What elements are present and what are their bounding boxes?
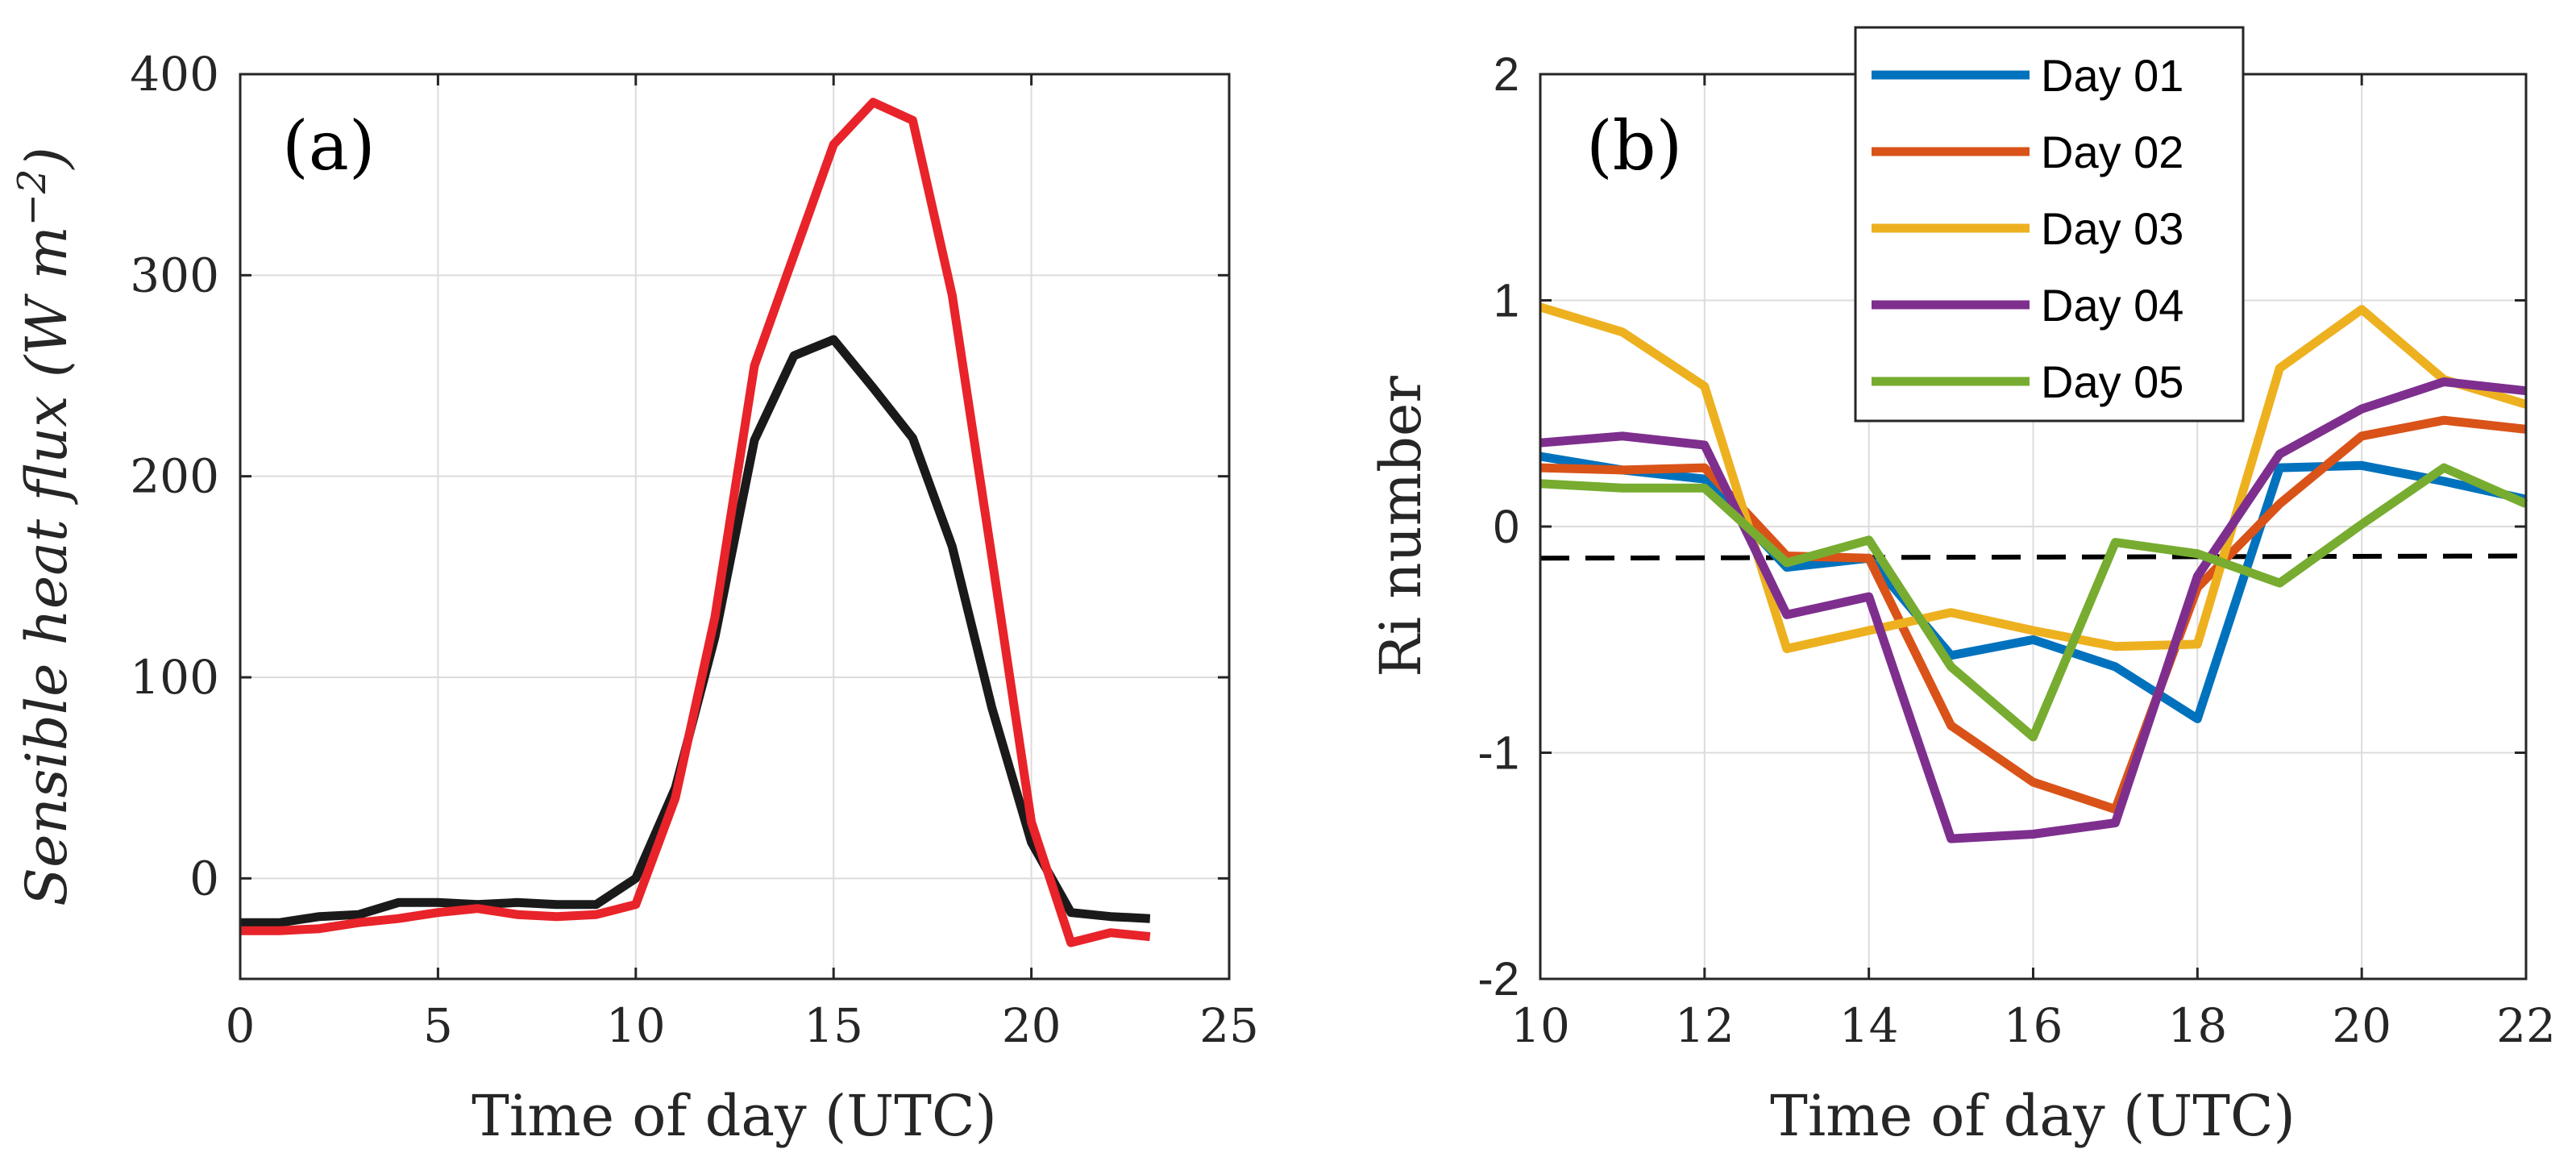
x-axis-label-b: Time of day (UTC) [1770,1083,2296,1149]
reference-line-group-b [1539,553,2527,561]
a-x-tick-label: 20 [1002,998,1062,1053]
a-x-tick-label: 5 [423,998,453,1053]
b-reference-dashed-line [1539,553,2527,561]
b-y-tick-label: 1 [1494,275,1519,327]
series-group-b [1539,302,2528,843]
b-x-tick-label: 20 [2332,998,2391,1053]
a-y-tick-label: 200 [130,449,219,504]
a-y-tick-label: 0 [189,851,219,906]
b-y-tick-label: -2 [1477,953,1519,1006]
b-x-tick-label: 22 [2496,998,2556,1053]
y-axis-label-a-sup: −2 [10,169,55,226]
y-axis-label-b: Ri number [1368,376,1434,677]
b-x-tick-label: 18 [2167,998,2227,1053]
legend-label-4: Day 04 [2041,280,2183,331]
y-axis-label-a-prefix: Sensible heat flux (W m [14,226,80,906]
b-y-tick-label: 2 [1494,48,1519,101]
a-x-tick-label: 15 [804,998,863,1053]
grid-a [240,74,1229,979]
panel-label-b: (b) [1586,106,1682,185]
legend-label-1: Day 01 [2041,50,2183,101]
b-x-tick-label: 16 [2004,998,2063,1053]
y-axis-label-a-suffix: ) [14,147,80,170]
a-y-tick-label: 400 [130,47,219,102]
a-y-tick-label: 300 [130,248,219,302]
b-x-tick-label: 14 [1839,998,1899,1053]
legend-items: Day 01 Day 02 Day 03 Day 04 Day 05 [1872,50,2183,407]
b-series-line-day-04 [1539,377,2527,843]
a-y-tick-label: 100 [130,650,219,705]
a-series-line-red [240,98,1151,947]
legend-label-2: Day 02 [2041,127,2183,177]
b-series-line-day-02 [1539,415,2527,814]
x-axis-label-a: Time of day (UTC) [472,1083,997,1149]
legend-label-3: Day 03 [2041,203,2183,254]
legend-b: Day 01 Day 02 Day 03 Day 04 Day 05 [1854,26,2245,423]
b-y-tick-label: 0 [1494,501,1519,553]
b-x-tick-label: 12 [1675,998,1735,1053]
y-axis-label-a: Sensible heat flux (W m−2) [10,147,80,906]
series-group-a [240,98,1151,947]
b-y-tick-label: -1 [1477,727,1519,780]
chart-panel-a: 0 5 10 15 20 25 0 100 200 300 400 (a) Time of day … [10,47,1259,1149]
b-series-line-day-03 [1539,302,2528,653]
b-x-tick-label: 10 [1510,998,1570,1053]
b-series-line-day-01 [1539,452,2528,723]
a-x-tick-label: 10 [606,998,666,1053]
axes-frame-a [239,73,1231,981]
legend-label-5: Day 05 [2041,356,2183,407]
a-x-tick-label: 25 [1199,998,1259,1053]
a-x-tick-label: 0 [226,998,256,1053]
ticks-a: 0 5 10 15 20 25 0 100 200 300 400 [130,47,1259,1053]
b-series-line-day-05 [1539,463,2528,742]
panel-label-a: (a) [282,106,376,185]
